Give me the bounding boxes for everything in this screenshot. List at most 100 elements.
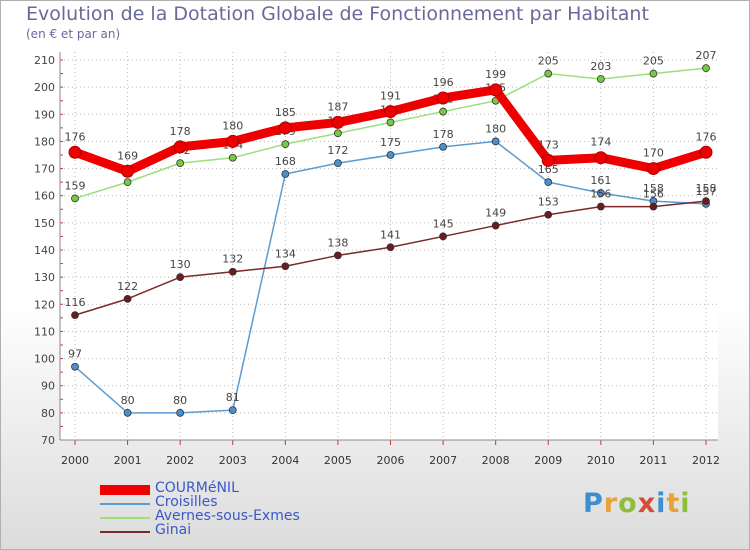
legend-swatch bbox=[100, 531, 150, 533]
data-label: 174 bbox=[590, 136, 611, 149]
data-point bbox=[596, 189, 605, 197]
data-label: 205 bbox=[643, 55, 664, 68]
data-point bbox=[541, 153, 555, 167]
y-tick-label: 140 bbox=[34, 244, 55, 257]
x-tick-label: 2002 bbox=[166, 454, 194, 467]
y-tick-label: 170 bbox=[34, 163, 55, 176]
data-point bbox=[228, 406, 237, 415]
data-point bbox=[176, 159, 185, 168]
data-label: 187 bbox=[327, 100, 348, 113]
data-point bbox=[649, 202, 658, 211]
legend-swatch bbox=[100, 485, 150, 495]
data-point bbox=[702, 64, 710, 73]
data-label: 149 bbox=[485, 207, 506, 220]
proxiti-logo: Proxiti bbox=[583, 488, 691, 519]
data-label: 138 bbox=[327, 236, 348, 249]
data-point bbox=[334, 251, 342, 260]
x-tick-label: 2004 bbox=[271, 454, 299, 467]
data-point bbox=[334, 159, 342, 168]
data-point bbox=[386, 243, 395, 252]
data-point bbox=[176, 408, 185, 417]
legend-label: Croisilles bbox=[155, 494, 218, 510]
data-point bbox=[331, 115, 345, 129]
data-point bbox=[439, 107, 447, 116]
legend-label: Ginai bbox=[155, 522, 192, 538]
data-label: 173 bbox=[538, 138, 559, 151]
x-tick-label: 2001 bbox=[114, 454, 142, 467]
logo-letter: r bbox=[603, 488, 619, 519]
data-point bbox=[71, 194, 79, 203]
data-label: 132 bbox=[222, 253, 243, 266]
x-tick-label: 2011 bbox=[639, 454, 667, 467]
data-label: 207 bbox=[696, 49, 717, 62]
data-label: 178 bbox=[433, 128, 454, 141]
data-label: 130 bbox=[170, 258, 191, 271]
y-tick-label: 80 bbox=[41, 407, 55, 420]
data-point bbox=[123, 178, 132, 187]
data-label: 134 bbox=[275, 247, 296, 260]
data-point bbox=[173, 140, 187, 154]
data-point bbox=[228, 153, 237, 162]
data-label: 176 bbox=[696, 130, 717, 143]
data-point bbox=[68, 145, 82, 159]
y-tick-label: 130 bbox=[34, 271, 55, 284]
data-label: 168 bbox=[275, 155, 296, 168]
data-label: 145 bbox=[433, 217, 454, 230]
data-label: 172 bbox=[327, 144, 348, 157]
y-tick-label: 190 bbox=[34, 108, 55, 121]
data-point bbox=[596, 75, 605, 83]
data-point bbox=[386, 151, 395, 159]
y-tick-label: 210 bbox=[34, 54, 55, 67]
data-point bbox=[228, 267, 237, 276]
logo-letter: i bbox=[680, 488, 691, 519]
data-point bbox=[646, 162, 660, 176]
x-tick-label: 2010 bbox=[587, 454, 615, 467]
y-tick-label: 70 bbox=[41, 434, 55, 447]
x-tick-label: 2000 bbox=[61, 454, 89, 467]
legend-label: COURMéNIL bbox=[155, 480, 239, 496]
data-label: 165 bbox=[538, 163, 559, 176]
x-tick-label: 2003 bbox=[219, 454, 247, 467]
data-label: 180 bbox=[485, 122, 506, 135]
data-point bbox=[699, 145, 713, 159]
data-label: 80 bbox=[173, 394, 187, 407]
data-point bbox=[278, 121, 292, 135]
data-label: 169 bbox=[117, 149, 138, 162]
x-tick-label: 2005 bbox=[324, 454, 352, 467]
data-point bbox=[439, 142, 447, 151]
data-point bbox=[226, 134, 240, 148]
data-label: 81 bbox=[226, 391, 240, 404]
x-tick-label: 2007 bbox=[429, 454, 457, 467]
data-label: 153 bbox=[538, 196, 559, 209]
data-point bbox=[384, 105, 397, 119]
y-tick-label: 120 bbox=[34, 298, 55, 311]
logo-letter: P bbox=[583, 488, 604, 519]
legend-swatch bbox=[100, 517, 150, 519]
data-point bbox=[544, 69, 553, 78]
data-point bbox=[123, 408, 132, 417]
data-label: 170 bbox=[643, 147, 664, 160]
data-label: 203 bbox=[590, 60, 611, 73]
data-label: 141 bbox=[380, 228, 401, 241]
data-point bbox=[281, 140, 290, 149]
data-point bbox=[334, 129, 342, 138]
y-tick-label: 90 bbox=[41, 380, 55, 393]
data-point bbox=[649, 69, 658, 78]
data-label: 97 bbox=[68, 348, 82, 361]
data-label: 158 bbox=[696, 182, 717, 195]
data-point bbox=[123, 294, 132, 303]
data-label: 176 bbox=[65, 130, 86, 143]
data-point bbox=[71, 311, 79, 320]
data-point bbox=[71, 362, 79, 371]
logo-letter: x bbox=[637, 488, 657, 519]
data-label: 80 bbox=[121, 394, 135, 407]
chart-title: Evolution de la Dotation Globale de Fonc… bbox=[26, 3, 649, 25]
data-point bbox=[489, 83, 503, 97]
y-tick-label: 160 bbox=[34, 190, 55, 203]
data-point bbox=[491, 137, 500, 146]
data-label: 191 bbox=[380, 90, 401, 103]
legend-swatch bbox=[100, 503, 150, 505]
data-point bbox=[596, 202, 605, 211]
